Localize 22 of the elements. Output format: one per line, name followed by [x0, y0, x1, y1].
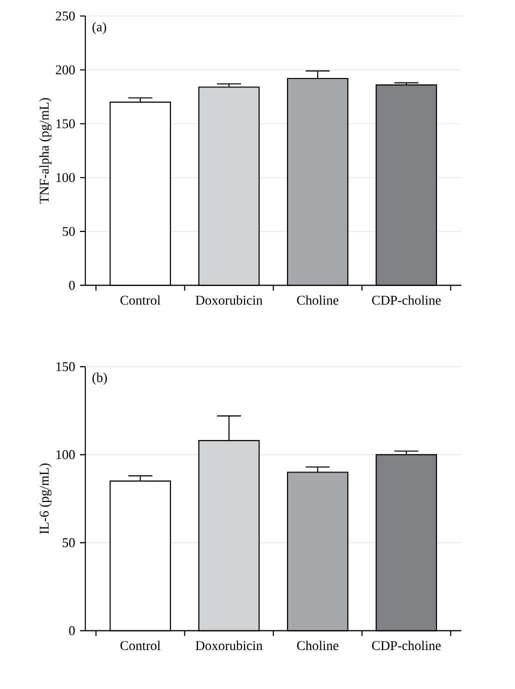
x-tick-label: Control: [120, 295, 160, 305]
annotation: (b): [92, 372, 107, 385]
y-tick-label: 150: [56, 362, 75, 372]
x-tick-label: Doxorubicin: [196, 640, 262, 650]
y-tick-label: 50: [62, 538, 75, 548]
y-tick-label: 50: [62, 226, 75, 236]
y-axis-title: IL-6 (pg/mL): [39, 464, 52, 534]
y-tick-label: 250: [56, 11, 75, 20]
y-tick-label: 0: [69, 280, 75, 290]
y-tick-label: 0: [69, 626, 75, 636]
y-tick-label: 200: [56, 65, 75, 74]
annotation: (a): [92, 22, 106, 34]
x-tick-label: Choline: [297, 640, 338, 650]
x-tick-label: Control: [120, 640, 160, 650]
y-axis-title: TNF-alpha (pg/mL): [39, 98, 52, 204]
x-tick-label: CDP-choline: [372, 640, 441, 650]
x-tick-label: Doxorubicin: [196, 295, 262, 305]
x-tick-label: CDP-choline: [372, 295, 441, 305]
y-tick-label: 100: [56, 173, 75, 182]
x-tick-label: Choline: [297, 295, 338, 305]
y-tick-label: 150: [56, 119, 75, 128]
y-tick-label: 100: [56, 450, 75, 460]
